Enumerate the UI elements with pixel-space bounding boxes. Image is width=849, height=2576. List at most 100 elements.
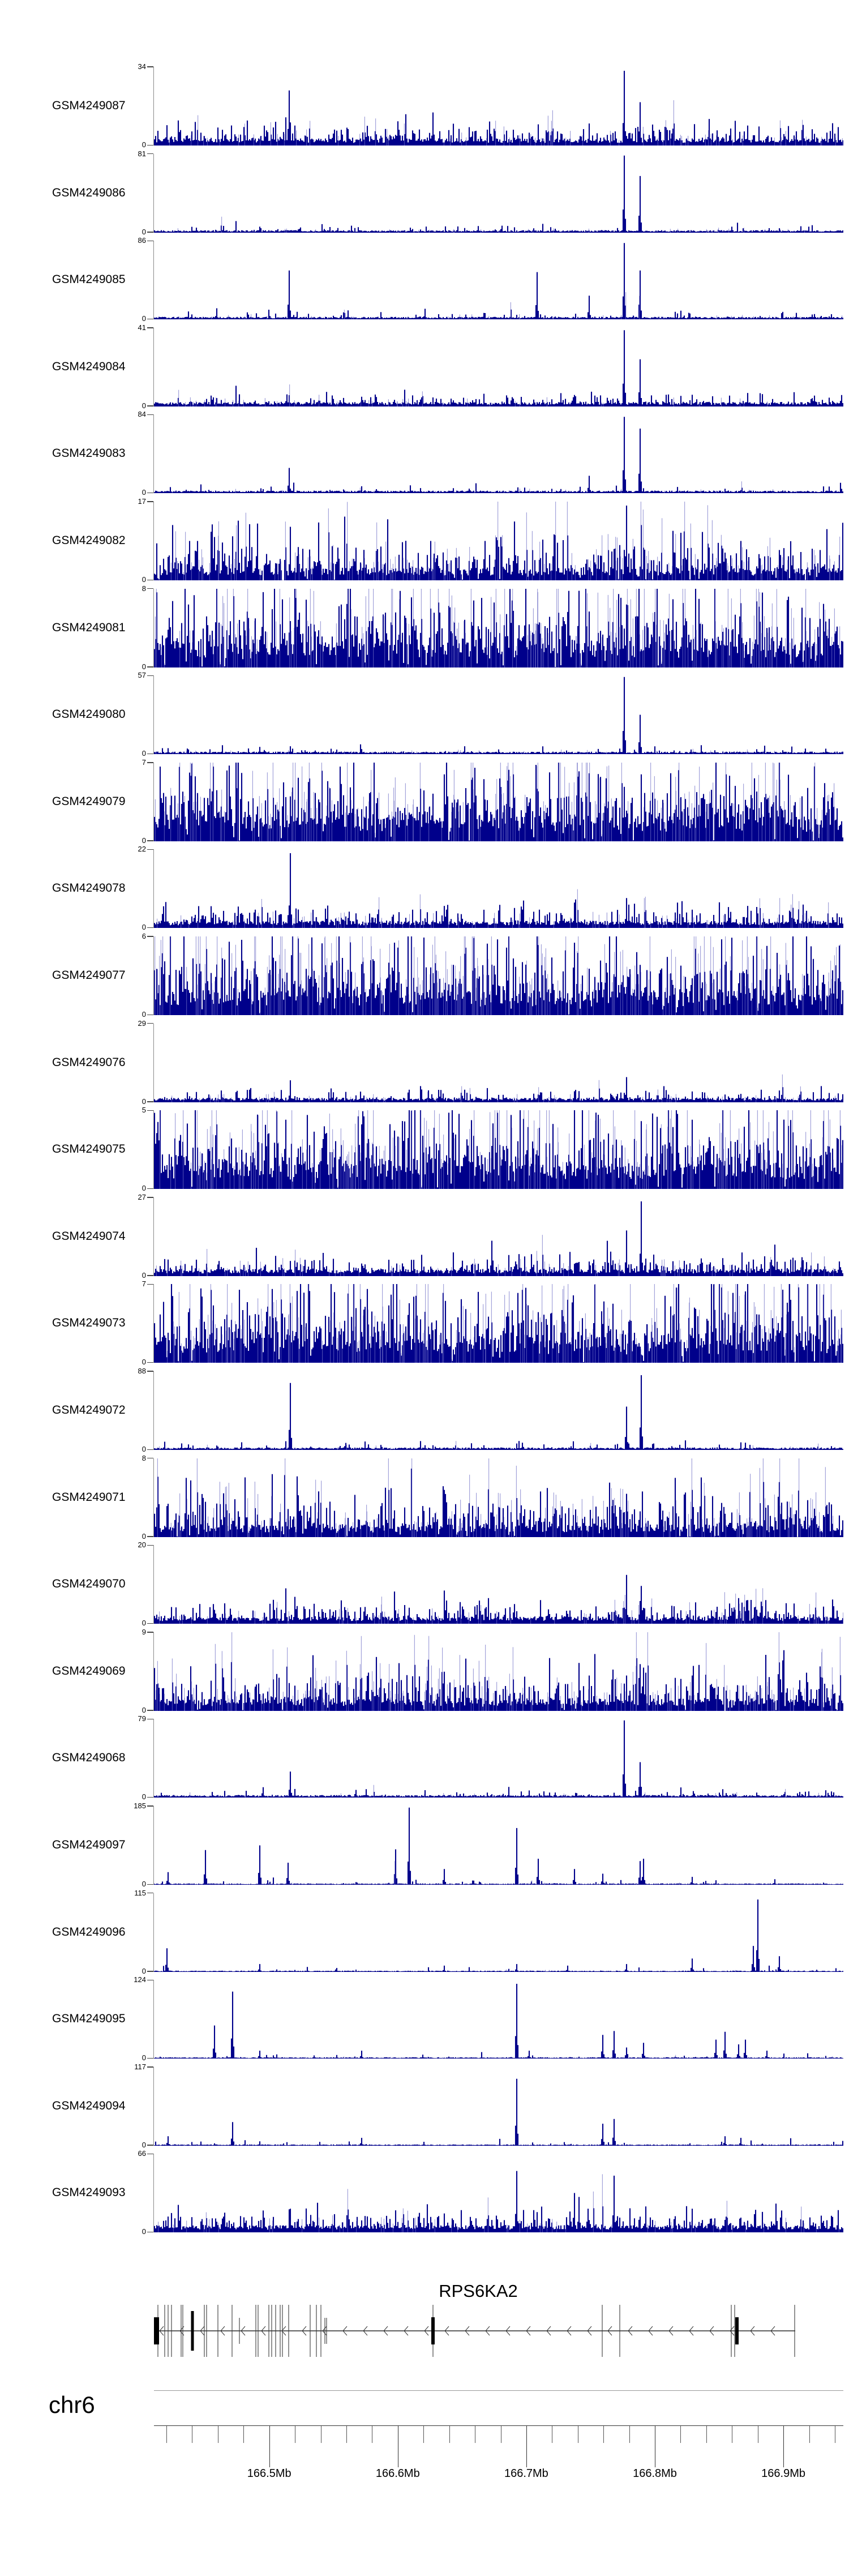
coverage-bars: [154, 1375, 843, 1450]
track-zero-label: 0: [142, 1792, 146, 1802]
coverage-bars-thin: [159, 1588, 843, 1624]
track-sample-label: GSM4249075: [52, 1142, 126, 1156]
y-axis-zero-tick: [147, 1884, 153, 1885]
coverage-signal-plot: [154, 762, 843, 841]
coverage-signal-plot: [154, 1375, 843, 1450]
coverage-bars: [154, 1721, 843, 1798]
strand-direction-chevron-icon: [404, 2326, 409, 2336]
y-axis-line: [153, 675, 154, 755]
strand-direction-chevron-icon: [526, 2326, 531, 2336]
coverage-signal-plot: [154, 71, 843, 146]
coverage-signal-plot: [154, 1807, 843, 1885]
y-axis-line: [153, 1458, 154, 1537]
coverage-bars: [154, 936, 843, 1015]
track-ymax-label: 117: [134, 2062, 146, 2071]
track-sample-label: GSM4249093: [52, 2186, 126, 2200]
strand-direction-chevron-icon: [730, 2326, 735, 2336]
strand-direction-chevron-icon: [607, 2326, 612, 2336]
coverage-bars: [154, 1650, 843, 1711]
track-ymax-label: 66: [138, 2149, 146, 2158]
track-sample-label: GSM4249097: [52, 1838, 126, 1851]
coverage-bars-thin: [178, 292, 843, 320]
track-ymax-label: 79: [138, 1714, 146, 1723]
track-zero-label: 0: [142, 575, 146, 584]
coverage-bars-thin: [269, 1861, 680, 1885]
strand-direction-chevron-icon: [200, 2326, 205, 2336]
coverage-track-row: GSM4249076 29 0: [0, 1019, 849, 1106]
strand-direction-chevron-icon: [628, 2326, 633, 2336]
exon-cds-box: [735, 2317, 739, 2344]
strand-direction-chevron-icon: [322, 2326, 327, 2336]
strand-direction-chevron-icon: [220, 2326, 225, 2336]
exon-cds-box: [191, 2311, 194, 2351]
y-axis-line: [153, 1110, 154, 1189]
strand-direction-chevron-icon: [241, 2326, 246, 2336]
coverage-bars: [154, 762, 843, 841]
strand-direction-chevron-icon: [587, 2326, 592, 2336]
y-axis-top-tick: [147, 1283, 153, 1285]
strand-direction-chevron-icon: [465, 2326, 470, 2336]
strand-direction-chevron-icon: [302, 2326, 307, 2336]
coverage-bars: [154, 1468, 843, 1537]
y-axis-zero-tick: [147, 1449, 153, 1450]
track-ymax-label: 29: [138, 1019, 146, 1028]
y-axis-top-tick: [147, 2066, 153, 2068]
ruler-axis-line: [154, 2425, 843, 2427]
track-sample-label: GSM4249086: [52, 186, 126, 199]
y-axis-zero-tick: [147, 1536, 153, 1537]
track-sample-label: GSM4249085: [52, 273, 126, 286]
coverage-bars: [154, 1807, 843, 1885]
coverage-signal-plot: [154, 677, 843, 755]
track-zero-label: 0: [142, 1619, 146, 1628]
coverage-bars-thin: [171, 1074, 836, 1102]
coverage-bars-thin: [155, 588, 841, 667]
track-zero-label: 0: [142, 1184, 146, 1193]
coverage-signal-plot: [154, 1074, 843, 1102]
gene-name-label: RPS6KA2: [439, 2281, 518, 2301]
ruler-minor-tick: [423, 2426, 424, 2443]
track-zero-label: 0: [142, 836, 146, 845]
y-axis-line: [153, 1284, 154, 1363]
track-zero-label: 0: [142, 1705, 146, 1714]
y-axis-top-tick: [147, 501, 153, 502]
coverage-bars: [154, 71, 843, 146]
coverage-track-row: GSM4249073 7 0: [0, 1280, 849, 1366]
coverage-bars: [154, 330, 843, 406]
track-ymax-label: 41: [138, 323, 146, 332]
coverage-signal-plot: [154, 1284, 843, 1363]
strand-direction-chevron-icon: [567, 2326, 572, 2336]
coverage-track-row: GSM4249086 81 0: [0, 149, 849, 236]
track-ymax-label: 5: [142, 1106, 146, 1115]
coverage-bars: [154, 2078, 843, 2146]
track-zero-label: 0: [142, 314, 146, 323]
ruler-top-separator: [154, 2390, 843, 2391]
coverage-signal-plot: [154, 1899, 843, 1972]
y-axis-line: [153, 327, 154, 406]
track-sample-label: GSM4249078: [52, 882, 126, 895]
track-zero-label: 0: [142, 2053, 146, 2062]
coverage-track-row: GSM4249095 124 0: [0, 1975, 849, 2062]
coverage-track-row: GSM4249080 57 0: [0, 671, 849, 758]
track-sample-label: GSM4249087: [52, 99, 126, 112]
y-axis-line: [153, 414, 154, 494]
track-ymax-label: 7: [142, 758, 146, 767]
strand-direction-chevron-icon: [689, 2326, 694, 2336]
coverage-track-row: GSM4249077 6 0: [0, 932, 849, 1019]
y-axis-line: [153, 1980, 154, 2059]
coverage-bars-thin: [155, 936, 841, 1015]
y-axis-top-tick: [147, 66, 153, 67]
track-sample-label: GSM4249094: [52, 2099, 126, 2112]
strand-direction-chevron-icon: [363, 2326, 368, 2336]
gene-model-track: [153, 2300, 843, 2363]
track-ymax-label: 88: [138, 1367, 146, 1375]
ruler-minor-tick: [166, 2426, 168, 2443]
track-zero-label: 0: [142, 1880, 146, 1888]
y-axis-top-tick: [147, 1023, 153, 1024]
track-sample-label: GSM4249069: [52, 1664, 126, 1678]
y-axis-line: [153, 849, 154, 928]
strand-direction-chevron-icon: [770, 2326, 775, 2336]
coverage-signal-plot: [154, 502, 843, 580]
exon-cds-box: [153, 2317, 159, 2344]
track-zero-label: 0: [142, 1010, 146, 1019]
